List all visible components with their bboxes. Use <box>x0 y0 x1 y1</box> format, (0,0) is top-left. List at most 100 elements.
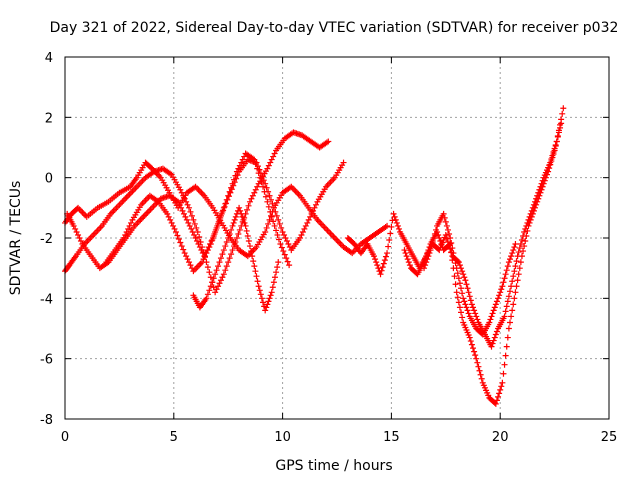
data-point-marker <box>268 289 275 296</box>
data-point-marker <box>125 225 132 232</box>
data-point-marker <box>463 281 470 288</box>
data-point-marker <box>471 348 478 355</box>
data-point-marker <box>486 319 493 326</box>
data-point-marker <box>406 262 413 269</box>
data-point-marker <box>472 310 479 317</box>
data-point-marker <box>231 176 238 183</box>
data-point-marker <box>381 257 388 264</box>
data-point-marker <box>268 156 275 163</box>
data-point-marker <box>235 230 242 237</box>
data-point-marker <box>433 226 440 233</box>
data-point-marker <box>492 331 499 338</box>
data-point-marker <box>177 239 184 246</box>
data-point-marker <box>429 239 436 246</box>
data-point-marker <box>501 361 508 368</box>
data-point-marker <box>275 259 282 266</box>
data-point-marker <box>532 204 539 211</box>
data-point-marker <box>207 283 214 290</box>
data-point-marker <box>504 298 511 305</box>
data-point-marker <box>270 218 277 225</box>
data-point-marker <box>524 227 531 234</box>
data-point-marker <box>453 265 460 272</box>
data-point-marker <box>490 337 497 344</box>
data-point-marker <box>510 301 517 308</box>
data-point-marker <box>460 295 467 302</box>
data-point-marker <box>186 259 193 266</box>
data-point-marker <box>263 224 270 231</box>
data-point-marker <box>560 105 567 112</box>
data-point-marker <box>392 216 399 223</box>
data-point-marker <box>226 188 233 195</box>
data-point-marker <box>280 248 287 255</box>
data-point-marker <box>188 225 195 232</box>
data-point-marker <box>225 235 232 241</box>
data-point-marker <box>548 158 555 165</box>
data-point-marker <box>194 238 201 245</box>
data-point-marker <box>473 313 480 320</box>
data-point-marker <box>208 238 215 245</box>
data-point-marker <box>204 291 211 298</box>
data-point-marker <box>442 231 449 238</box>
data-point-marker <box>372 256 379 263</box>
data-point-marker <box>248 248 255 255</box>
data-point-marker <box>254 183 261 190</box>
data-point-marker <box>203 295 210 302</box>
data-point-marker <box>267 212 274 219</box>
x-tick-label: 20 <box>492 430 509 445</box>
data-point-marker <box>213 224 220 231</box>
data-point-marker <box>456 280 463 287</box>
data-point-marker <box>444 226 451 233</box>
data-point-marker <box>251 156 258 163</box>
data-point-marker <box>237 207 244 214</box>
x-tick-label: 25 <box>601 430 618 445</box>
data-point-marker <box>251 263 258 270</box>
data-point-marker <box>190 216 197 223</box>
data-point-marker <box>451 273 458 280</box>
data-point-marker <box>430 235 437 241</box>
data-point-marker <box>450 250 457 257</box>
data-point-marker <box>233 235 240 241</box>
data-point-marker <box>223 239 230 246</box>
data-point-marker <box>388 223 395 230</box>
data-point-marker <box>183 198 190 205</box>
data-point-marker <box>271 222 278 229</box>
y-tick-label: -6 <box>40 353 53 368</box>
data-point-marker <box>402 250 409 257</box>
data-point-marker <box>459 290 466 297</box>
data-point-marker <box>240 216 247 223</box>
data-point-marker <box>178 189 185 196</box>
data-point-marker <box>254 165 261 172</box>
data-point-marker <box>325 138 332 145</box>
data-point-marker <box>227 189 234 196</box>
data-point-marker <box>213 267 220 274</box>
data-point-marker <box>538 186 545 193</box>
data-point-marker <box>509 307 516 314</box>
data-point-marker <box>246 198 253 205</box>
data-point-marker <box>213 286 220 293</box>
data-point-marker <box>212 228 219 235</box>
data-point-marker <box>506 319 513 326</box>
data-point-marker <box>476 367 483 374</box>
data-point-marker <box>243 227 250 234</box>
data-point-marker <box>222 267 229 274</box>
data-point-marker <box>228 226 235 233</box>
data-point-marker <box>428 243 435 250</box>
data-point-marker <box>217 277 224 284</box>
data-point-marker <box>460 271 467 278</box>
data-point-marker <box>229 247 236 254</box>
data-point-marker <box>312 201 319 208</box>
data-point-marker <box>498 383 505 390</box>
data-point-marker <box>267 292 274 299</box>
data-point-marker <box>231 216 238 223</box>
y-tick-label: 0 <box>45 172 53 187</box>
data-point-marker <box>179 207 186 214</box>
data-point-marker <box>265 203 272 210</box>
data-point-marker <box>311 204 318 211</box>
data-point-marker <box>231 243 238 250</box>
data-point-marker <box>511 295 518 302</box>
data-point-marker <box>76 235 83 241</box>
data-point-marker <box>271 274 278 281</box>
data-point-marker <box>307 213 314 220</box>
data-point-marker <box>187 208 194 215</box>
data-point-marker <box>511 268 518 275</box>
